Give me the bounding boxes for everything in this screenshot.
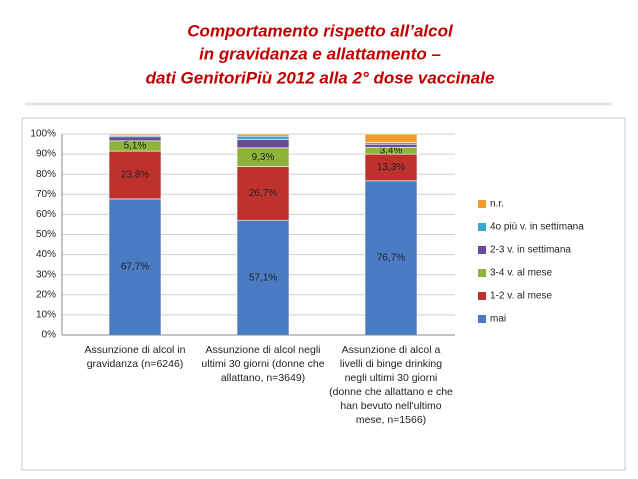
- data-label: 23,8%: [121, 170, 149, 181]
- legend-swatch: [478, 200, 486, 208]
- bar-segment: [108, 136, 162, 142]
- data-label: 26,7%: [249, 188, 277, 199]
- chart-title: in gravidanza e allattamento –: [199, 44, 441, 63]
- bar-segment: [108, 198, 162, 336]
- legend-swatch: [478, 315, 486, 323]
- y-tick-label: 40%: [36, 249, 56, 260]
- y-tick-label: 70%: [36, 189, 56, 200]
- y-tick-label: 50%: [36, 229, 56, 240]
- legend-label: 2-3 v. in settimana: [490, 245, 571, 256]
- legend-swatch: [478, 269, 486, 277]
- bar-segment: [364, 143, 418, 148]
- y-tick-label: 90%: [36, 149, 56, 160]
- chart-frame: [21, 117, 626, 471]
- y-tick-label: 20%: [36, 289, 56, 300]
- data-label: 5,1%: [124, 141, 147, 152]
- y-tick-label: 30%: [36, 269, 56, 280]
- bar-segment: [236, 166, 290, 221]
- data-label: 9,3%: [252, 152, 275, 163]
- data-label: 3,4%: [380, 145, 403, 156]
- x-tick-label: Assunzione di alcol in gravidanza (n=624…: [84, 344, 186, 370]
- data-label: 13,3%: [377, 162, 405, 173]
- y-tick-label: 100%: [30, 129, 56, 140]
- bar-segment: [364, 133, 418, 143]
- chart-title: Comportamento rispetto all’alcol: [187, 21, 454, 40]
- bar-segment: [364, 153, 418, 182]
- chart-title: dati GenitoriPiù 2012 alla 2° dose vacci…: [146, 68, 495, 87]
- legend-label: n.r.: [490, 199, 504, 210]
- data-label: 67,7%: [121, 262, 149, 273]
- legend-label: mai: [490, 314, 506, 325]
- legend-swatch: [478, 246, 486, 254]
- bar-segment: [236, 135, 290, 140]
- x-tick-label: Assunzione di alcol a livelli di binge d…: [329, 344, 453, 426]
- legend-label: 4o più v. in settimana: [490, 222, 584, 233]
- y-tick-label: 80%: [36, 169, 56, 180]
- data-label: 57,1%: [249, 272, 277, 283]
- bar-segment: [236, 139, 290, 149]
- legend-label: 1-2 v. al mese: [490, 291, 552, 302]
- legend-swatch: [478, 223, 486, 231]
- y-tick-label: 0%: [42, 330, 57, 341]
- x-tick-label: Assunzione di alcol negli ultimi 30 gior…: [201, 344, 325, 384]
- y-tick-label: 10%: [36, 310, 56, 321]
- legend-swatch: [478, 292, 486, 300]
- bar-segment: [108, 150, 162, 200]
- y-tick-label: 60%: [36, 209, 56, 220]
- legend-label: 3-4 v. al mese: [490, 268, 552, 279]
- bar-segment: [364, 180, 418, 336]
- bar-segment: [236, 133, 290, 137]
- data-label: 76,7%: [377, 253, 405, 264]
- bar-segment: [108, 133, 162, 136]
